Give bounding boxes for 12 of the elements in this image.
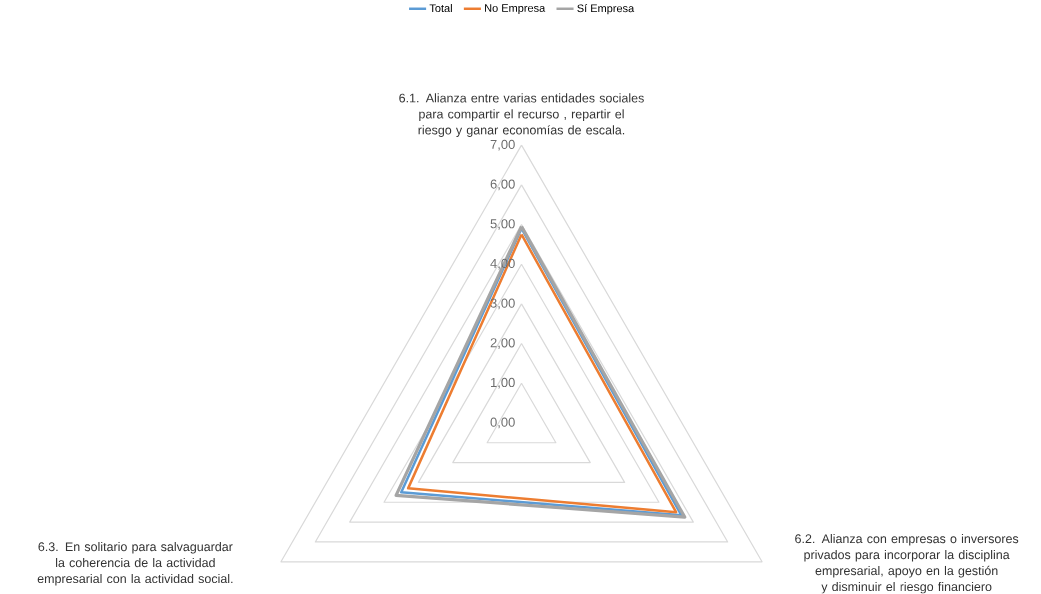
legend-label: Total [429, 4, 452, 13]
y-tick-label: 0,00 [490, 417, 515, 429]
spoke-label: 6.3. En solitario para salvaguardar la coherencia de la actividad empresarial con la actividad social. [37, 542, 233, 586]
y-tick-label: 6,00 [490, 179, 515, 191]
spoke-label: 6.1. Alianza entre varias entidades sociales para compartir el recurso , repartir el riesgo y ganar economías de escala. [399, 93, 644, 138]
legend-label: Sí Empresa [577, 4, 635, 15]
y-tick-label: 1,00 [491, 378, 515, 389]
legend-label: No Empresa [485, 4, 546, 15]
y-tick-label: 2,00 [490, 338, 515, 350]
spoke-label: 6.2. Alianza con empresas o inversores privados para incorporar la disciplina empresarial, apoyo en la gestión y disminuir el riesgo financiero [795, 534, 1019, 594]
y-tick-label: 5,00 [490, 219, 515, 231]
y-tick-label: 7,00 [490, 139, 515, 151]
